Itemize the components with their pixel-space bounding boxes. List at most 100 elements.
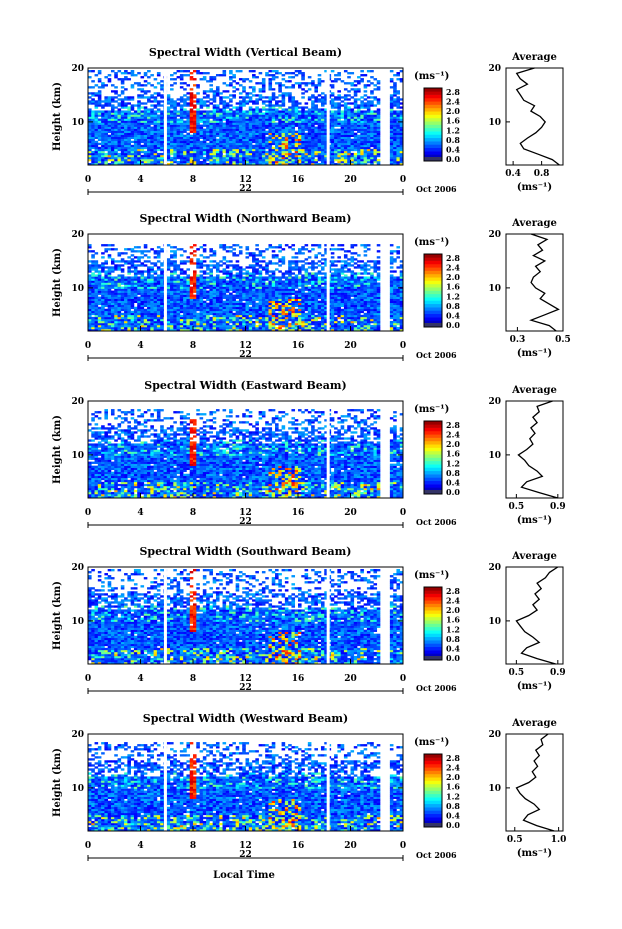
heatmap-cell [366,118,371,121]
heatmap-cell [258,144,263,148]
heatmap-cell [252,140,256,144]
heatmap-cell [189,288,194,291]
heatmap-cell [202,144,207,148]
heatmap-cell [143,318,148,322]
heatmap-cell [248,106,253,109]
heatmap-cell [94,288,99,291]
heatmap-cell [320,158,325,162]
heatmap-cell [110,268,115,271]
heatmap-cell [229,308,233,312]
heatmap-cell [229,304,233,308]
heatmap-cell [189,134,194,138]
heatmap-cell [235,116,240,119]
heatmap-cell [294,136,299,140]
heatmap-cell [130,284,135,287]
heatmap-cell [101,294,105,297]
heatmap-cell [176,98,181,101]
heatmap-cell [347,128,351,131]
heatmap-cell [238,138,243,142]
heatmap-cell [261,80,266,83]
heatmap-cell [137,110,141,113]
heatmap-cell [291,152,296,156]
heatmap-cell [127,248,131,251]
heatmap-cell [278,82,282,85]
heatmap-cell [101,328,105,332]
heatmap-cell [248,130,253,133]
heatmap-cell [281,78,286,81]
heatmap-cell [389,112,394,115]
heatmap-cell [147,268,151,271]
heatmap-cell [104,84,108,87]
heatmap-cell [104,290,108,293]
heatmap-cell [114,266,118,269]
heatmap-cell [252,134,256,138]
heatmap-cell [396,148,401,152]
heatmap-cell [193,134,197,138]
heatmap-cell [107,312,112,316]
heatmap-cell [324,162,328,166]
heatmap-cell [120,86,125,89]
heatmap-cell [281,126,286,129]
heatmap-cell [97,134,102,138]
heatmap-cell [268,136,273,140]
heatmap-cell [275,122,279,125]
heatmap-cell [202,142,207,146]
heatmap-cell [137,290,141,293]
heatmap-cell [242,98,246,101]
heatmap-cell [104,284,108,287]
heatmap-cell [130,258,135,261]
heatmap-cell [209,84,213,87]
heatmap-cell [94,120,99,123]
heatmap-cell [179,280,184,283]
heatmap-cell [225,318,230,322]
heatmap-cell [229,320,233,324]
heatmap-cell [114,264,118,267]
heatmap-cell [284,86,289,89]
heatmap-cell [393,124,397,127]
heatmap-cell [248,318,253,322]
heatmap-cell [209,76,213,79]
heatmap-cell [212,308,217,312]
heatmap-cell [268,82,273,85]
heatmap-cell [110,296,115,299]
heatmap-cell [107,156,112,160]
heatmap-cell [153,98,158,101]
heatmap-cell [160,284,164,287]
heatmap-cell [143,270,148,273]
heatmap-cell [252,88,256,91]
heatmap-cell [97,150,102,154]
heatmap-cell [193,280,197,283]
heatmap-cell [261,144,266,148]
heatmap-cell [117,144,122,148]
heatmap-cell [343,88,348,91]
heatmap-cell [137,72,141,75]
heatmap-cell [127,320,131,324]
heatmap-cell [130,266,135,269]
heatmap-cell [225,124,230,127]
heatmap-cell [281,110,286,113]
heatmap-cell [130,318,135,322]
heatmap-cell [120,276,125,279]
heatmap-cell [311,152,315,156]
heatmap-cell [88,100,92,103]
heatmap-cell [147,100,151,103]
heatmap-cell [242,96,246,99]
heatmap-cell [166,260,171,263]
heatmap-cell [179,296,184,299]
heatmap-cell [104,286,108,289]
heatmap-cell [265,108,269,111]
heatmap-cell [288,162,292,166]
heatmap-cell [117,142,122,146]
heatmap-cell [261,130,266,133]
heatmap-cell [376,102,381,105]
heatmap-cell [176,114,181,117]
heatmap-cell [248,144,253,148]
heatmap-cell [334,148,338,152]
heatmap-cell [143,138,148,142]
heatmap-cell [245,292,250,295]
heatmap-cell [97,320,102,324]
heatmap-cell [212,276,217,279]
heatmap-cell [396,122,401,125]
heatmap-cell [271,130,276,133]
heatmap-cell [399,150,404,154]
